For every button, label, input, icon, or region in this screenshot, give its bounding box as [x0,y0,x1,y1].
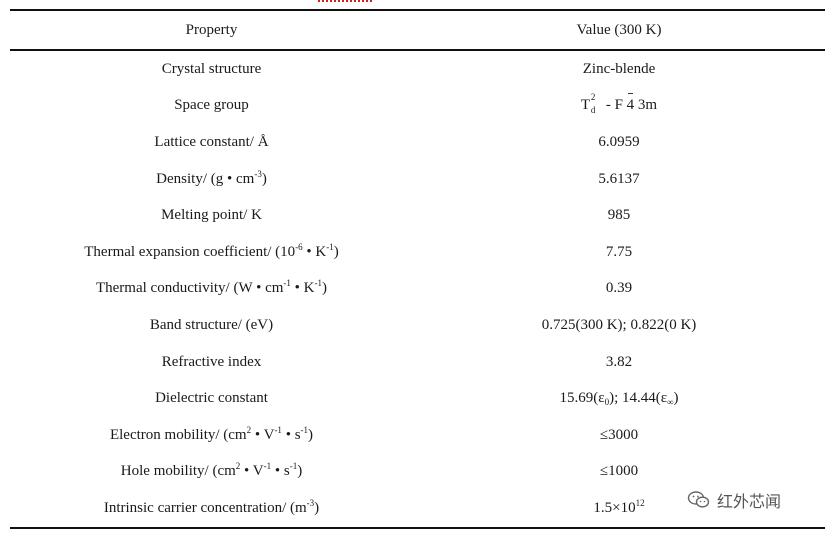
value-cell: 3.82 [605,353,633,370]
value-cell: 6.0959 [598,133,640,150]
watermark-text: 红外芯闻 [717,492,782,511]
value-cell: 985 [607,207,631,224]
property-cell: Dielectric constant [155,390,268,407]
property-cell: Refractive index [161,353,262,370]
value-cell: ≤1000 [599,463,639,480]
property-cell: Intrinsic carrier concentration/ (m-3) [10,490,413,529]
table-row: Electron mobility/ (cm2 • V-1 • s-1) ≤30… [10,417,825,454]
table-row: Hole mobility/ (cm2 • V-1 • s-1) ≤1000 [10,454,825,491]
table-row: Lattice constant/ Å 6.0959 [10,124,825,161]
property-cell: Thermal expansion coefficient/ (10-6 • K… [84,241,339,260]
value-cell: 0.39 [605,280,633,297]
property-cell: Hole mobility/ (cm2 • V-1 • s-1) [120,461,303,480]
table-row: Thermal conductivity/ (W • cm-1 • K-1) 0… [10,271,825,308]
red-dotted-mark [318,0,372,4]
property-cell: Band structure/ (eV) [149,316,274,333]
header-value: Value (300 K) [413,9,825,51]
watermark: 红外芯闻 [687,488,781,512]
property-cell: Thermal conductivity/ (W • cm-1 • K-1) [95,278,327,297]
table-row: Melting point/ K 985 [10,197,825,234]
value-cell: 0.725(300 K); 0.822(0 K) [541,316,697,333]
property-cell: Electron mobility/ (cm2 • V-1 • s-1) [109,424,314,443]
table-row: Crystal structure Zinc-blende [10,50,825,88]
wechat-icon [687,491,710,508]
table-row: Dielectric constant 15.69(ε0); 14.44(ε∞) [10,380,825,417]
table-row: Band structure/ (eV) 0.725(300 K); 0.822… [10,307,825,344]
table-row: Refractive index 3.82 [10,344,825,381]
properties-table: Property Value (300 K) Crystal structure… [10,9,825,529]
table-row: Density/ (g • cm-3) 5.6137 [10,161,825,198]
property-cell: Space group [174,97,249,114]
header-property: Property [10,9,413,51]
property-cell: Melting point/ K [161,207,262,224]
value-cell: 7.75 [605,243,633,260]
value-cell: Zinc-blende [582,60,656,77]
table-header-row: Property Value (300 K) [10,9,825,51]
table-row: Thermal expansion coefficient/ (10-6 • K… [10,234,825,271]
property-cell: Lattice constant/ Å [154,133,269,150]
value-cell: ≤3000 [599,426,639,443]
overbar-digit: 4 [626,93,635,114]
value-cell: 5.6137 [598,170,640,187]
property-cell: Density/ (g • cm-3) [156,168,267,187]
property-cell: Crystal structure [161,60,262,77]
value-cell: 15.69(ε0); 14.44(ε∞) [559,390,679,408]
value-cell: 1.5×1012 [413,490,825,529]
table-row: Intrinsic carrier concentration/ (m-3) 1… [10,490,825,529]
